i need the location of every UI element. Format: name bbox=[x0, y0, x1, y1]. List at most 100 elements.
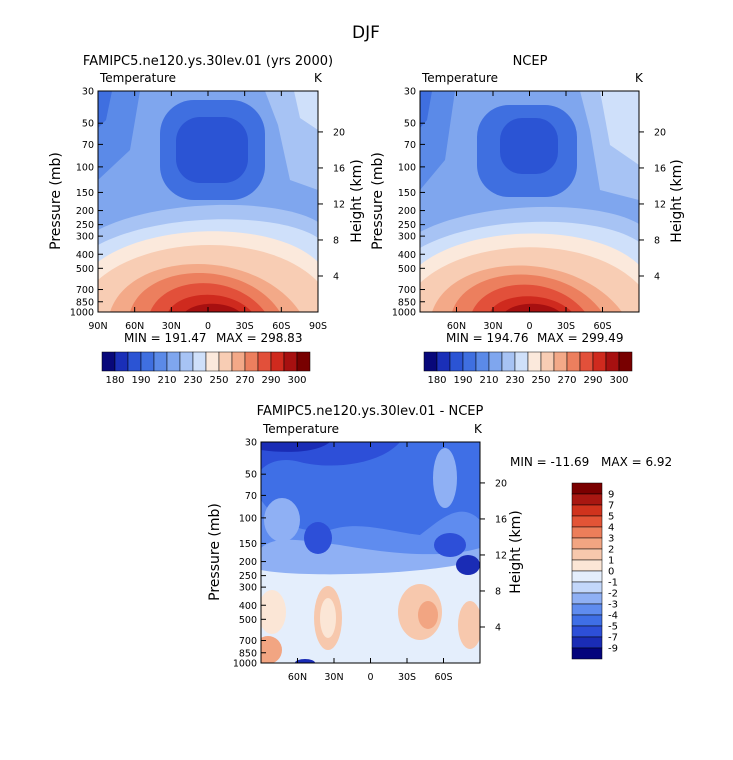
height-axis: 20 16 12 8 4 bbox=[639, 127, 666, 282]
pressure-tick-label: 250 bbox=[239, 571, 257, 582]
colorbar-swatch bbox=[114, 351, 129, 372]
colorbar: 180 190 210 230 250 270 290 300 bbox=[423, 351, 633, 386]
height-tick-label: 4 bbox=[654, 271, 660, 282]
y-axis-label-right: Height (km) bbox=[669, 159, 685, 242]
contour-field bbox=[420, 91, 639, 312]
colorbar-label: 210 bbox=[157, 375, 176, 386]
height-tick-label: 8 bbox=[495, 586, 501, 597]
contour-field bbox=[261, 442, 480, 663]
colorbar-swatch bbox=[166, 351, 181, 372]
colorbar-label: 3 bbox=[608, 534, 614, 545]
colorbar-swatch bbox=[592, 351, 607, 372]
units-label: K bbox=[474, 422, 483, 436]
colorbar-label: 250 bbox=[531, 375, 550, 386]
variable-label: Temperature bbox=[421, 71, 498, 85]
colorbar-swatch bbox=[571, 570, 603, 583]
latitude-tick-label: 60S bbox=[434, 672, 452, 683]
colorbar-label: 7 bbox=[608, 501, 614, 512]
colorbar-label: -4 bbox=[608, 611, 618, 622]
pressure-tick-label: 700 bbox=[398, 285, 416, 296]
colorbar-swatch bbox=[475, 351, 490, 372]
pressure-tick-label: 150 bbox=[76, 188, 94, 199]
pressure-tick-label: 70 bbox=[245, 491, 257, 502]
colorbar-label: 9 bbox=[608, 490, 614, 501]
y-axis-label-right: Height (km) bbox=[349, 159, 365, 242]
height-tick-label: 4 bbox=[495, 622, 501, 633]
pressure-tick-label: 850 bbox=[398, 297, 416, 308]
height-tick-label: 20 bbox=[654, 127, 666, 138]
pressure-tick-label: 700 bbox=[239, 636, 257, 647]
pressure-tick-label: 300 bbox=[398, 232, 416, 243]
colorbar-swatch bbox=[579, 351, 594, 372]
colorbar-label: 1 bbox=[608, 556, 614, 567]
pressure-tick-label: 200 bbox=[76, 206, 94, 217]
units-label: K bbox=[635, 71, 644, 85]
latitude-tick-label: 0 bbox=[367, 672, 373, 683]
colorbar-swatch bbox=[566, 351, 581, 372]
colorbar-label: 290 bbox=[583, 375, 602, 386]
pressure-tick-label: 50 bbox=[245, 470, 257, 481]
variable-label: Temperature bbox=[262, 422, 339, 436]
pressure-tick-label: 30 bbox=[245, 438, 257, 449]
panel-model: FAMIPC5.ne120.ys.30lev.01 (yrs 2000) Tem… bbox=[48, 54, 365, 386]
colorbar-label: -1 bbox=[608, 578, 618, 589]
colorbar-label: 180 bbox=[427, 375, 446, 386]
colorbar-swatch bbox=[101, 351, 116, 372]
colorbar-swatch bbox=[179, 351, 194, 372]
height-tick-label: 16 bbox=[333, 163, 345, 174]
pressure-tick-label: 100 bbox=[76, 162, 94, 173]
pressure-tick-label: 850 bbox=[76, 297, 94, 308]
latitude-tick-label: 0 bbox=[205, 321, 211, 332]
colorbar-swatch bbox=[127, 351, 142, 372]
colorbar-swatch bbox=[140, 351, 155, 372]
colorbar-label: -5 bbox=[608, 622, 618, 633]
max-label: MAX = 298.83 bbox=[216, 331, 302, 345]
pressure-tick-label: 100 bbox=[239, 513, 257, 524]
height-axis: 20 16 12 8 4 bbox=[318, 127, 345, 282]
colorbar-swatch bbox=[571, 526, 603, 539]
pressure-tick-label: 1000 bbox=[233, 659, 257, 670]
colorbar-swatch bbox=[462, 351, 477, 372]
colorbar-label: -7 bbox=[608, 633, 618, 644]
panel-title: FAMIPC5.ne120.ys.30lev.01 - NCEP bbox=[257, 404, 484, 419]
latitude-tick-label: 30S bbox=[236, 321, 254, 332]
height-tick-label: 8 bbox=[333, 235, 339, 246]
colorbar-swatch bbox=[244, 351, 259, 372]
panel-ncep: NCEP Temperature K 305070100150200250300… bbox=[370, 54, 685, 386]
min-label: MIN = 191.47 bbox=[124, 331, 207, 345]
colorbar-label: -2 bbox=[608, 589, 618, 600]
pressure-tick-label: 200 bbox=[398, 206, 416, 217]
pressure-tick-label: 500 bbox=[76, 264, 94, 275]
pressure-tick-label: 400 bbox=[398, 250, 416, 261]
colorbar-label: 5 bbox=[608, 512, 614, 523]
colorbar-swatch bbox=[571, 537, 603, 550]
colorbar-swatch bbox=[571, 603, 603, 616]
colorbar-swatch bbox=[571, 592, 603, 605]
pressure-tick-label: 400 bbox=[76, 250, 94, 261]
height-tick-label: 20 bbox=[495, 478, 507, 489]
colorbar-swatch bbox=[296, 351, 311, 372]
colorbar-swatch bbox=[205, 351, 220, 372]
colorbar-swatch bbox=[571, 625, 603, 638]
colorbar-label: 4 bbox=[608, 523, 614, 534]
colorbar-swatch bbox=[571, 614, 603, 627]
colorbar-swatch bbox=[423, 351, 438, 372]
pressure-tick-label: 150 bbox=[398, 188, 416, 199]
colorbar-swatch bbox=[218, 351, 233, 372]
pressure-tick-label: 300 bbox=[239, 583, 257, 594]
latitude-tick-label: 60S bbox=[593, 321, 611, 332]
colorbar-swatch bbox=[571, 504, 603, 517]
colorbar-swatch bbox=[571, 647, 603, 660]
colorbar-swatch bbox=[571, 636, 603, 649]
height-tick-label: 12 bbox=[654, 199, 666, 210]
colorbar-label: 290 bbox=[261, 375, 280, 386]
pressure-tick-label: 30 bbox=[82, 87, 94, 98]
colorbar-label: -9 bbox=[608, 644, 618, 655]
colorbar-label: 230 bbox=[505, 375, 524, 386]
colorbar-swatch bbox=[449, 351, 464, 372]
colorbar-label: 300 bbox=[609, 375, 628, 386]
